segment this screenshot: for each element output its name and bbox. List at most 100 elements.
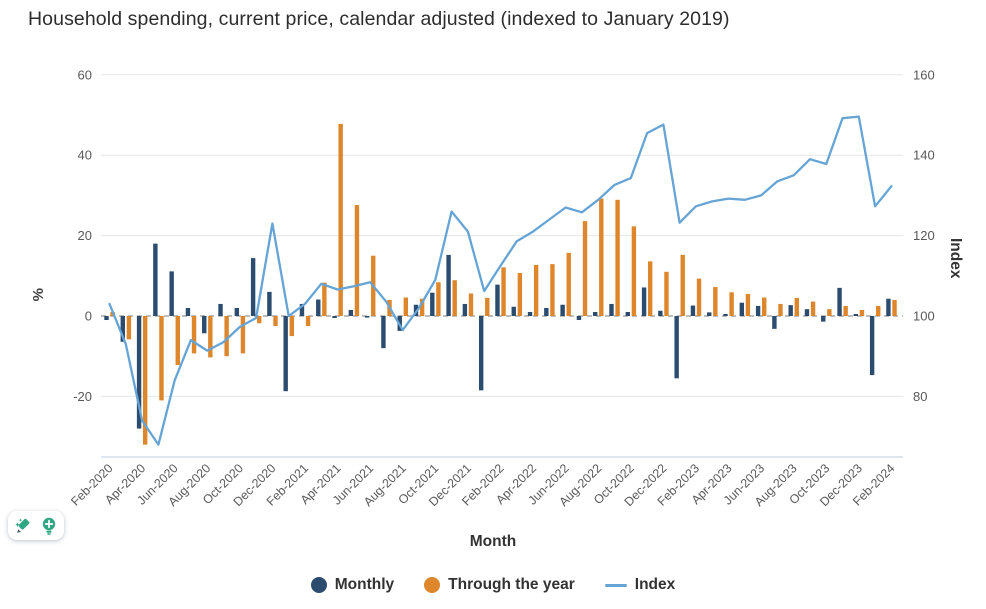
monthly-bar[interactable] <box>625 311 630 316</box>
through-year-bar[interactable] <box>159 316 164 401</box>
through-year-bar[interactable] <box>338 123 343 317</box>
through-year-bar[interactable] <box>485 297 490 316</box>
monthly-bar[interactable] <box>267 291 272 316</box>
monthly-bar[interactable] <box>788 305 793 316</box>
through-year-bar[interactable] <box>827 309 832 316</box>
monthly-bar[interactable] <box>153 243 158 316</box>
monthly-bar[interactable] <box>381 316 386 349</box>
through-year-bar[interactable] <box>582 221 588 316</box>
through-year-bar[interactable] <box>240 316 246 354</box>
monthly-bar[interactable] <box>218 303 223 316</box>
legend-item-monthly[interactable]: Monthly <box>310 576 394 594</box>
monthly-bar[interactable] <box>299 303 305 316</box>
through-year-bar[interactable] <box>696 278 702 316</box>
monthly-bar[interactable] <box>593 311 598 316</box>
through-year-bar[interactable] <box>680 254 685 316</box>
monthly-bar[interactable] <box>120 316 125 342</box>
legend-item-through-year[interactable]: Through the year <box>424 576 575 594</box>
through-year-bar[interactable] <box>647 261 653 316</box>
through-year-bar[interactable] <box>354 205 360 316</box>
through-year-bar[interactable] <box>762 297 767 316</box>
through-year-bar[interactable] <box>273 316 278 327</box>
monthly-bar[interactable] <box>869 316 875 376</box>
monthly-bar[interactable] <box>853 313 859 316</box>
through-year-bar[interactable] <box>566 252 571 316</box>
monthly-bar[interactable] <box>348 309 354 316</box>
through-year-bar[interactable] <box>175 316 180 366</box>
legend-item-index[interactable]: Index <box>604 576 675 594</box>
through-year-bar[interactable] <box>468 293 474 316</box>
monthly-bar[interactable] <box>478 316 484 391</box>
monthly-bar[interactable] <box>544 307 549 316</box>
monthly-bar[interactable] <box>332 316 337 319</box>
monthly-bar[interactable] <box>821 316 826 322</box>
through-year-bar[interactable] <box>599 198 604 316</box>
through-year-bar[interactable] <box>517 272 523 316</box>
monthly-bar[interactable] <box>674 316 679 379</box>
through-year-bar[interactable] <box>550 264 555 316</box>
through-year-bar[interactable] <box>501 267 506 316</box>
monthly-bar[interactable] <box>707 312 712 316</box>
monthly-bar[interactable] <box>250 258 256 316</box>
through-year-bar[interactable] <box>403 297 409 316</box>
through-year-bar[interactable] <box>289 316 294 337</box>
monthly-bar[interactable] <box>364 316 370 318</box>
monthly-bar[interactable] <box>609 303 614 316</box>
through-year-bar[interactable] <box>843 305 848 316</box>
through-year-bar[interactable] <box>257 316 262 324</box>
monthly-bar[interactable] <box>886 298 891 316</box>
through-year-bar[interactable] <box>745 293 751 316</box>
through-year-bar[interactable] <box>224 316 229 357</box>
monthly-bar[interactable] <box>446 254 451 316</box>
through-year-bar[interactable] <box>664 271 669 316</box>
through-year-bar[interactable] <box>208 316 213 358</box>
through-year-bar[interactable] <box>876 305 881 316</box>
through-year-bar[interactable] <box>810 301 816 316</box>
through-year-bar[interactable] <box>452 280 457 316</box>
monthly-bar[interactable] <box>511 306 516 316</box>
monthly-bar[interactable] <box>169 271 174 316</box>
through-year-bar[interactable] <box>729 292 734 316</box>
through-year-bar[interactable] <box>794 297 799 316</box>
monthly-bar[interactable] <box>576 316 582 321</box>
through-year-bar[interactable] <box>191 316 197 354</box>
through-year-bar[interactable] <box>713 287 718 316</box>
through-year-bar[interactable] <box>615 199 620 316</box>
through-year-bar[interactable] <box>436 282 441 316</box>
monthly-bar[interactable] <box>234 307 240 316</box>
monthly-bar[interactable] <box>641 287 647 316</box>
monthly-bar[interactable] <box>527 311 533 316</box>
monthly-bar[interactable] <box>837 287 842 316</box>
monthly-bar[interactable] <box>804 309 810 316</box>
pencil-sparkle-icon[interactable] <box>14 516 34 536</box>
monthly-bar[interactable] <box>755 305 761 316</box>
through-year-bar[interactable] <box>419 298 425 316</box>
monthly-bar[interactable] <box>316 299 321 316</box>
monthly-bar[interactable] <box>658 310 663 316</box>
through-year-bar[interactable] <box>142 316 148 445</box>
monthly-bar[interactable] <box>202 316 207 334</box>
through-year-bar[interactable] <box>533 264 539 316</box>
through-year-bar[interactable] <box>631 226 637 316</box>
through-year-bar[interactable] <box>892 299 897 316</box>
monthly-bar[interactable] <box>772 316 777 329</box>
extension-badge[interactable] <box>8 511 64 540</box>
monthly-bar[interactable] <box>430 292 435 316</box>
monthly-bar[interactable] <box>739 302 745 316</box>
monthly-bar[interactable] <box>560 304 565 316</box>
through-year-bar[interactable] <box>778 303 783 316</box>
through-year-bar[interactable] <box>126 316 132 340</box>
monthly-bar[interactable] <box>136 316 142 429</box>
monthly-bar[interactable] <box>723 313 728 316</box>
through-year-bar[interactable] <box>322 282 327 316</box>
through-year-bar[interactable] <box>305 316 311 327</box>
monthly-bar[interactable] <box>104 316 109 321</box>
monthly-bar[interactable] <box>283 316 288 392</box>
index-line[interactable] <box>108 115 893 446</box>
lightbulb-plus-icon[interactable] <box>40 516 58 536</box>
monthly-bar[interactable] <box>185 307 191 316</box>
through-year-bar[interactable] <box>859 309 865 316</box>
monthly-bar[interactable] <box>462 303 468 316</box>
monthly-bar[interactable] <box>690 305 696 316</box>
monthly-bar[interactable] <box>495 284 500 316</box>
